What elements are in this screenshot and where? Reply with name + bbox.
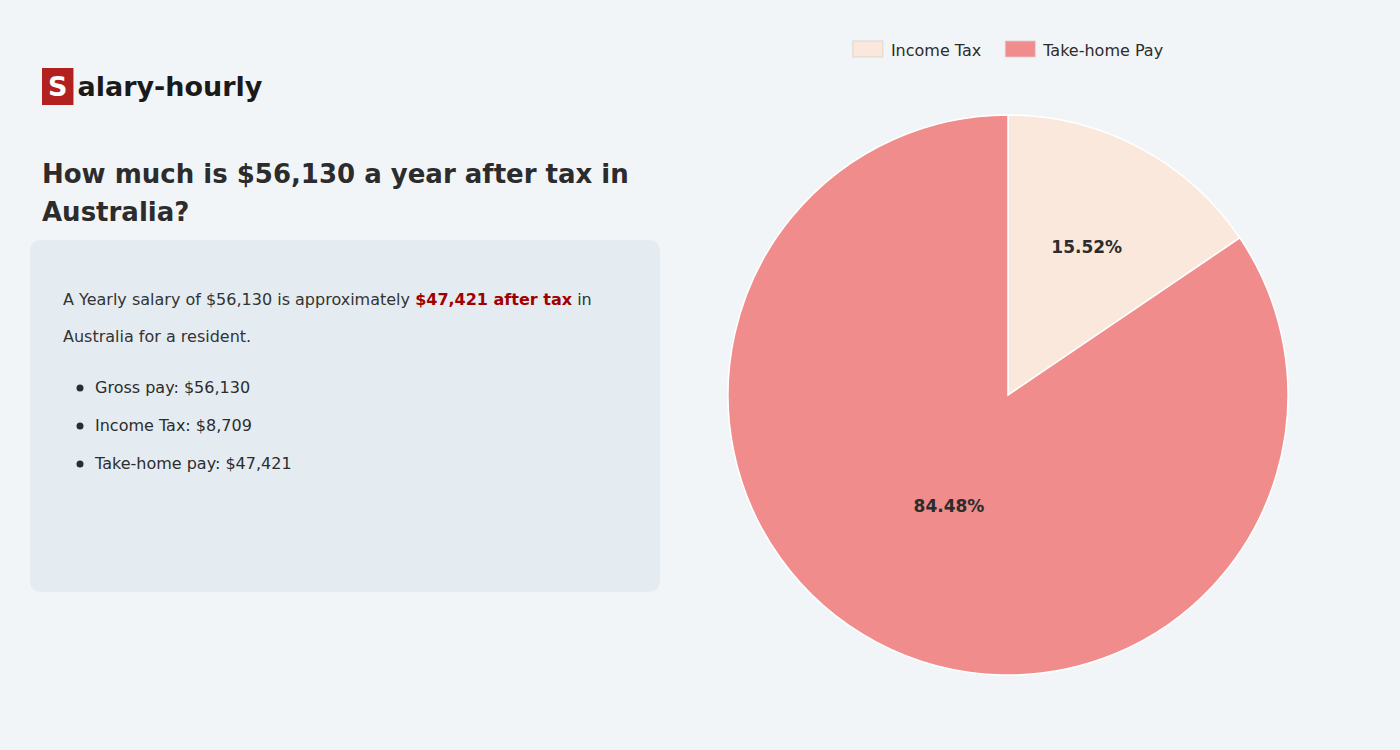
bullet [77, 385, 84, 392]
legend-item: Income Tax [853, 41, 981, 60]
logo-box [42, 68, 73, 105]
background [0, 0, 1400, 750]
body-text: Australia for a resident. [63, 327, 251, 346]
pie-slice [728, 115, 1288, 675]
legend-swatch [1005, 41, 1035, 57]
logo-text: alary-hourly [77, 71, 262, 102]
title-line: Australia? [42, 197, 189, 227]
body-text: in [572, 290, 592, 309]
pie [728, 115, 1288, 675]
legend-label: Take-home Pay [1042, 41, 1163, 60]
title-line: How much is $56,130 a year after tax in [42, 159, 629, 189]
legend-item: Take-home Pay [1005, 41, 1163, 60]
legend: Income Tax Take-home Pay [853, 41, 1163, 60]
legend-swatch [853, 41, 883, 57]
legend-label: Income Tax [891, 41, 981, 60]
chart: Salary-hourly How much is $56,130 a year … [0, 0, 1400, 750]
bullet-text: Take-home pay: $47,421 [94, 454, 292, 473]
bullet-text: Income Tax: $8,709 [95, 416, 252, 435]
bullet [77, 423, 84, 430]
logo-letter: S [48, 71, 67, 102]
bullet [77, 461, 84, 468]
body-line: A Yearly salary of $56,130 is approximat… [63, 290, 592, 309]
data-labels: 15.52% 84.48% [914, 237, 1123, 517]
body-highlight: $47,421 after tax [415, 290, 573, 309]
data-label: 15.52% [1051, 237, 1122, 257]
body-text: A Yearly salary of $56,130 is approximat… [63, 290, 415, 309]
text-panel: Salary-hourly How much is $56,130 a year … [30, 68, 660, 592]
info-box [30, 240, 660, 592]
bullet-text: Gross pay: $56,130 [95, 378, 250, 397]
data-label: 84.48% [914, 496, 985, 516]
title: How much is $56,130 a year after tax in A… [42, 159, 629, 227]
